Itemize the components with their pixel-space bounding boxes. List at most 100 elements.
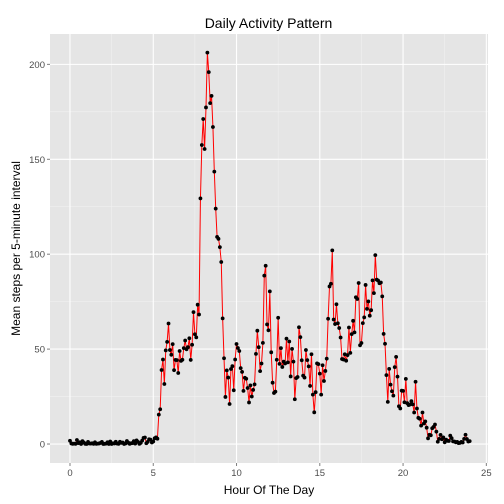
data-point <box>249 394 254 399</box>
data-point <box>248 383 253 388</box>
data-point <box>290 347 294 351</box>
data-point <box>259 361 264 366</box>
data-point <box>312 410 317 415</box>
data-point <box>169 352 174 357</box>
data-point <box>199 143 204 147</box>
data-point <box>401 388 405 393</box>
grid-minor-lines <box>50 34 488 463</box>
data-point <box>270 380 275 385</box>
data-point <box>190 342 195 347</box>
data-point <box>231 388 236 393</box>
data-point <box>197 312 201 317</box>
data-point <box>390 389 394 394</box>
x-tick-label: 20 <box>398 468 409 479</box>
data-point <box>224 368 229 373</box>
data-point <box>220 316 225 321</box>
data-point <box>433 422 437 427</box>
data-point <box>222 356 226 361</box>
data-point <box>284 336 289 341</box>
data-point <box>183 338 188 343</box>
x-tick-label: 10 <box>231 468 242 479</box>
data-point <box>233 357 238 362</box>
data-point <box>170 342 175 347</box>
data-point <box>244 376 249 381</box>
data-point <box>217 245 222 250</box>
data-point <box>302 375 307 380</box>
data-point <box>417 416 422 421</box>
data-point <box>387 366 392 371</box>
data-point <box>298 335 303 340</box>
data-point <box>424 425 429 430</box>
data-point <box>373 253 378 258</box>
x-tick-label: 15 <box>315 468 326 479</box>
data-point <box>174 358 179 363</box>
data-point <box>415 406 419 411</box>
data-point <box>366 299 371 304</box>
data-point <box>310 392 315 397</box>
data-point <box>292 397 297 402</box>
data-point <box>276 315 281 320</box>
data-point <box>385 399 390 404</box>
data-point <box>165 339 170 344</box>
y-tick-label: 50 <box>34 345 45 356</box>
data-point <box>363 283 368 287</box>
y-tick-label: 100 <box>29 250 45 261</box>
data-point <box>162 382 167 386</box>
data-point <box>334 302 339 307</box>
data-point <box>219 260 224 264</box>
data-point <box>413 379 418 384</box>
data-point <box>395 374 400 379</box>
data-point <box>260 340 265 345</box>
data-point <box>408 402 412 407</box>
x-axis-title: Hour Of The Day <box>224 483 314 497</box>
data-point <box>380 294 385 299</box>
data-point <box>359 341 364 345</box>
data-point <box>403 377 408 381</box>
data-point <box>391 393 396 398</box>
data-point <box>320 363 325 368</box>
data-point <box>216 236 221 241</box>
data-point <box>329 281 333 286</box>
y-tick-label: 200 <box>29 60 45 71</box>
data-point <box>166 321 171 326</box>
data-point <box>247 400 251 405</box>
data-point <box>234 342 239 346</box>
data-point <box>348 351 353 355</box>
y-tick-label: 150 <box>29 155 45 166</box>
data-point <box>226 375 231 380</box>
data-point <box>288 374 293 379</box>
y-axis: 0 50 100 150 200 <box>29 60 50 451</box>
data-point <box>213 206 218 211</box>
data-point <box>206 70 211 75</box>
data-point <box>236 346 240 350</box>
data-point <box>420 410 425 415</box>
data-point <box>335 321 340 326</box>
data-point <box>256 345 261 350</box>
data-point <box>434 429 439 434</box>
data-point <box>186 345 190 350</box>
data-point <box>230 364 235 369</box>
data-point <box>148 437 153 442</box>
data-point <box>245 386 250 390</box>
data-point <box>398 406 403 411</box>
data-point <box>392 365 397 370</box>
data-point <box>428 433 433 438</box>
data-point <box>322 379 326 383</box>
data-point <box>227 402 232 406</box>
data-point <box>192 332 197 337</box>
data-point <box>305 358 310 363</box>
data-point <box>75 438 79 442</box>
data-point <box>352 330 357 335</box>
series-points <box>68 50 472 446</box>
data-point <box>313 390 318 395</box>
data-point <box>372 291 376 296</box>
x-tick-label: 5 <box>151 468 156 479</box>
data-point <box>143 435 147 440</box>
chart-title: Daily Activity Pattern <box>205 15 333 31</box>
data-point <box>168 348 172 352</box>
data-point <box>188 358 193 362</box>
data-point <box>155 436 160 441</box>
data-point <box>370 278 375 283</box>
data-point <box>351 318 355 323</box>
data-point <box>280 365 285 369</box>
